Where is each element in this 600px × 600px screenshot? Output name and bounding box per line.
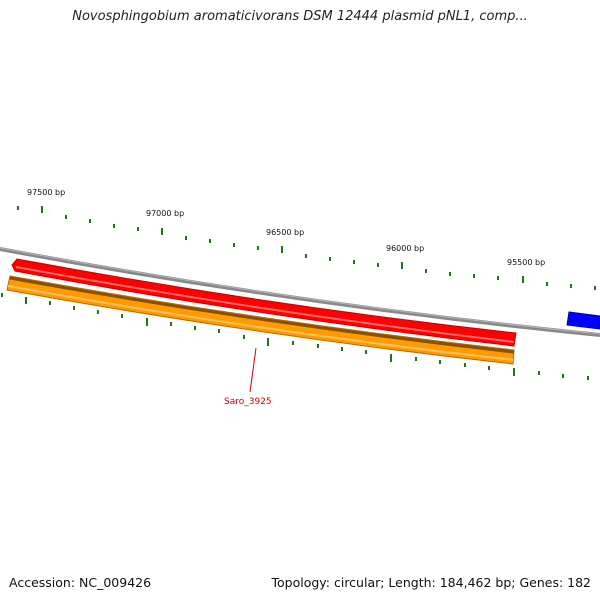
accession-text: Accession: NC_009426 xyxy=(9,575,152,590)
inner-ticks xyxy=(1,293,589,380)
plasmid-backbone xyxy=(0,247,600,337)
scale-label: 96000 bp xyxy=(386,244,424,253)
gene-blue[interactable] xyxy=(566,311,600,330)
scale-label: 96500 bp xyxy=(266,228,304,237)
gene-red[interactable] xyxy=(11,258,517,347)
scale-labels: 97500 bp 97000 bp 96500 bp 96000 bp 9550… xyxy=(27,188,545,267)
feature-label-saro-3925[interactable]: Saro_3925 xyxy=(224,397,272,407)
map-title: Novosphingobium aromaticivorans DSM 1244… xyxy=(72,9,528,24)
cds-saro-3925[interactable] xyxy=(6,275,515,365)
scale-label: 95500 bp xyxy=(507,258,545,267)
outer-ticks xyxy=(17,206,596,290)
topology-summary: Topology: circular; Length: 184,462 bp; … xyxy=(271,575,592,590)
scale-label: 97500 bp xyxy=(27,188,65,197)
scale-label: 97000 bp xyxy=(146,209,184,218)
label-leader-line xyxy=(249,347,257,393)
